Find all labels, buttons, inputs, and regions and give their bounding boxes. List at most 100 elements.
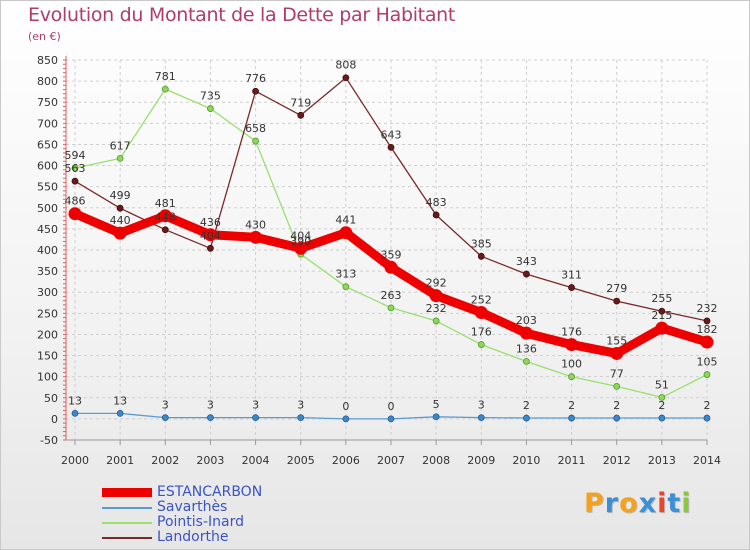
data-label-landorthe: 776	[245, 72, 266, 85]
data-point-savarthes	[613, 414, 621, 422]
legend-swatch-estancarbon	[102, 488, 152, 497]
data-label-landorthe: 499	[110, 189, 131, 202]
data-point-landorthe	[703, 317, 711, 325]
data-point-pointis-inard	[71, 164, 79, 172]
data-point-landorthe	[658, 307, 666, 315]
data-label-pointis-inard: 263	[381, 289, 402, 302]
data-point-estancarbon	[429, 289, 443, 303]
data-point-estancarbon	[68, 207, 82, 221]
proxiti-logo: Proxiti	[584, 488, 692, 519]
x-tick-label: 2009	[467, 454, 495, 467]
data-label-savarthes: 3	[297, 399, 304, 412]
data-label-pointis-inard: 781	[155, 70, 176, 83]
data-point-savarthes	[703, 414, 711, 422]
data-point-savarthes	[477, 414, 485, 422]
data-label-pointis-inard: 735	[200, 90, 221, 103]
legend-swatch-pointis-inard	[102, 521, 152, 524]
x-tick-label: 2005	[287, 454, 315, 467]
data-label-pointis-inard: 313	[335, 268, 356, 281]
data-label-pointis-inard: 658	[245, 122, 266, 135]
x-tick-label: 2012	[603, 454, 631, 467]
data-point-estancarbon	[158, 209, 172, 223]
data-label-pointis-inard: 617	[110, 139, 131, 152]
data-label-savarthes: 0	[388, 400, 395, 413]
y-tick-label: 650	[37, 138, 58, 151]
y-tick-label: -50	[40, 434, 58, 447]
data-point-pointis-inard	[658, 393, 666, 401]
y-tick-label: 700	[37, 117, 58, 130]
x-tick-label: 2007	[377, 454, 405, 467]
x-tick-label: 2011	[558, 454, 586, 467]
data-point-estancarbon	[339, 226, 353, 240]
data-point-landorthe	[387, 143, 395, 151]
data-label-landorthe: 483	[426, 196, 447, 209]
data-point-landorthe	[161, 226, 169, 234]
logo-letter: o	[619, 488, 639, 519]
data-label-landorthe: 719	[290, 96, 311, 109]
data-label-pointis-inard: 176	[471, 326, 492, 339]
legend-item-estancarbon: ESTANCARBON	[102, 485, 262, 500]
data-label-landorthe: 343	[516, 255, 537, 268]
logo-letter: r	[604, 488, 620, 519]
x-tick-label: 2002	[151, 454, 179, 467]
data-point-pointis-inard	[703, 371, 711, 378]
data-label-estancarbon: 182	[697, 323, 718, 336]
data-label-estancarbon: 359	[381, 248, 402, 261]
logo-letter: i	[681, 488, 692, 519]
y-tick-label: 50	[44, 392, 58, 405]
data-label-savarthes: 2	[658, 399, 665, 412]
x-tick-label: 2014	[693, 454, 721, 467]
legend-label: Savarthès	[157, 499, 228, 515]
data-point-savarthes	[342, 415, 350, 423]
data-label-savarthes: 3	[207, 399, 214, 412]
data-label-savarthes: 0	[342, 400, 349, 413]
data-point-landorthe	[432, 211, 440, 219]
data-point-estancarbon	[700, 335, 714, 349]
data-label-savarthes: 3	[252, 399, 259, 412]
data-point-estancarbon	[565, 338, 579, 352]
data-label-estancarbon: 440	[110, 214, 131, 227]
logo-letter: x	[638, 488, 658, 519]
data-point-pointis-inard	[387, 304, 395, 312]
data-label-savarthes: 2	[704, 399, 711, 412]
data-point-estancarbon	[384, 260, 398, 274]
legend-item-savarthes: Savarthès	[102, 500, 262, 515]
data-label-savarthes: 3	[478, 399, 485, 412]
data-label-savarthes: 2	[613, 399, 620, 412]
data-label-savarthes: 13	[113, 394, 127, 407]
data-point-pointis-inard	[161, 85, 169, 93]
y-tick-label: 800	[37, 75, 58, 88]
data-label-pointis-inard: 136	[516, 342, 537, 355]
data-label-pointis-inard: 594	[65, 149, 86, 162]
data-point-estancarbon	[474, 305, 488, 319]
legend-label: Landorthe	[157, 529, 229, 545]
chart-unit-label: (en €)	[28, 30, 61, 43]
data-point-pointis-inard	[207, 105, 214, 112]
data-label-savarthes: 3	[162, 399, 169, 412]
y-tick-label: 250	[37, 307, 58, 320]
data-point-pointis-inard	[477, 341, 485, 348]
x-tick-label: 2008	[422, 454, 450, 467]
data-label-landorthe: 385	[471, 237, 492, 250]
data-point-landorthe	[252, 87, 259, 95]
logo-letter: t	[667, 488, 682, 519]
data-label-savarthes: 2	[523, 399, 530, 412]
data-label-landorthe: 448	[155, 211, 176, 224]
legend-label: ESTANCARBON	[157, 484, 263, 500]
legend-item-pointis-inard: Pointis-Inard	[102, 515, 262, 530]
data-label-landorthe: 255	[651, 292, 672, 305]
data-label-landorthe: 563	[65, 162, 86, 175]
data-point-estancarbon	[294, 241, 308, 255]
data-label-pointis-inard: 77	[610, 367, 624, 380]
y-tick-label: 500	[37, 202, 58, 215]
logo-letter: i	[657, 488, 668, 519]
y-tick-label: 400	[37, 244, 58, 257]
data-label-estancarbon: 404	[290, 229, 311, 242]
y-tick-label: 300	[37, 286, 58, 299]
data-point-pointis-inard	[342, 283, 350, 291]
x-tick-label: 2004	[242, 454, 270, 467]
data-label-estancarbon: 203	[516, 314, 537, 327]
data-label-estancarbon: 486	[65, 195, 86, 208]
data-label-estancarbon: 252	[471, 293, 492, 306]
